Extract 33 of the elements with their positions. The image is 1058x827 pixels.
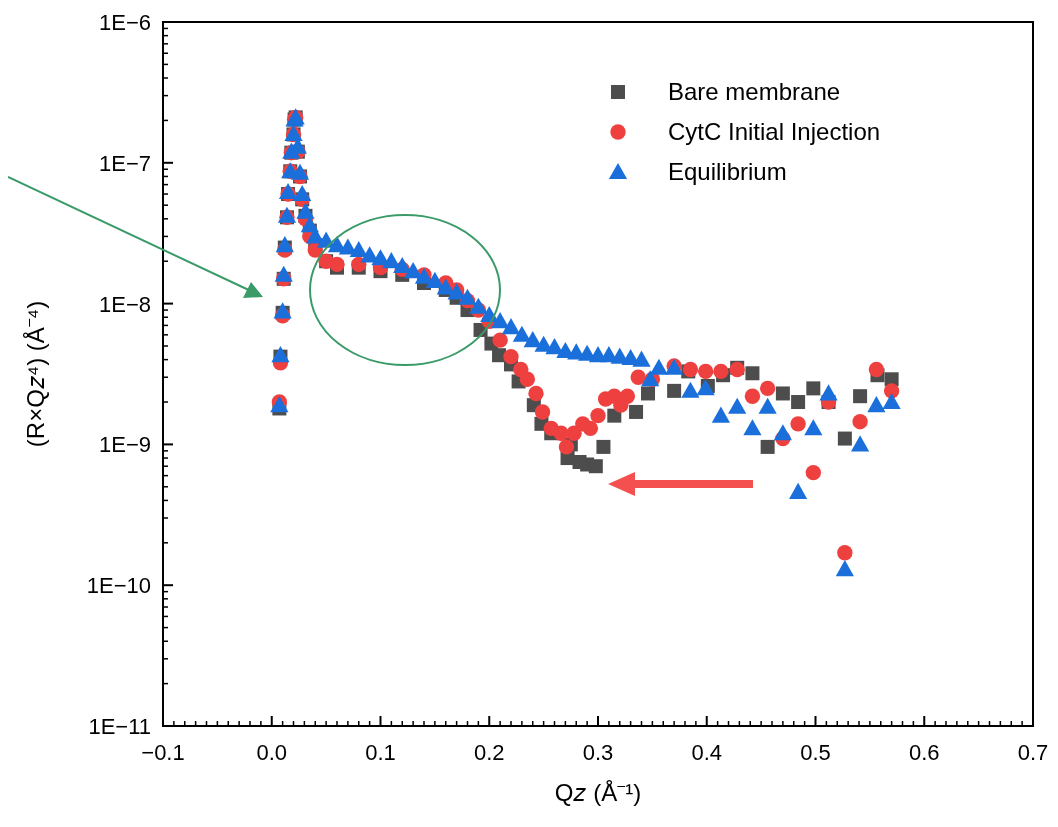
x-tick-label: 0.4 xyxy=(691,740,723,765)
x-tick-label: 0.7 xyxy=(1017,740,1049,765)
y-tick-label: 1E−6 xyxy=(99,10,151,35)
x-tick-label: 0.2 xyxy=(473,740,505,765)
legend-label: Bare membrane xyxy=(668,78,841,105)
point xyxy=(667,383,682,398)
y-tick-label: 1E−7 xyxy=(99,150,151,176)
point xyxy=(760,439,775,454)
x-tick-label: 0.5 xyxy=(800,740,831,765)
x-tick-label: 0.6 xyxy=(908,740,940,765)
point xyxy=(588,459,603,474)
legend-label: Equilibrium xyxy=(668,158,787,185)
point xyxy=(837,431,852,446)
point xyxy=(775,386,790,401)
point xyxy=(853,389,868,404)
x-tick-label: 0.3 xyxy=(582,740,614,765)
point xyxy=(607,408,622,423)
legend-label: CytC Initial Injection xyxy=(668,118,881,145)
x-tick-label: −0.1 xyxy=(141,740,185,765)
y-axis-title: (R×Q𝑧⁴) (Å⁻⁴) xyxy=(22,300,49,448)
point xyxy=(641,386,656,401)
x-tick-label: 0.1 xyxy=(365,740,396,765)
point xyxy=(596,439,611,454)
y-tick-label: 1E−10 xyxy=(86,573,151,599)
point xyxy=(745,366,760,381)
point xyxy=(806,381,821,396)
point xyxy=(791,395,806,410)
point xyxy=(629,404,644,419)
y-tick-label: 1E−9 xyxy=(99,432,151,458)
x-tick-label: 0.0 xyxy=(256,740,288,765)
x-axis-title: Q𝑧 (Å⁻¹) xyxy=(554,779,642,806)
y-tick-label: 1E−11 xyxy=(88,714,151,739)
y-tick-label: 1E−8 xyxy=(99,291,151,317)
